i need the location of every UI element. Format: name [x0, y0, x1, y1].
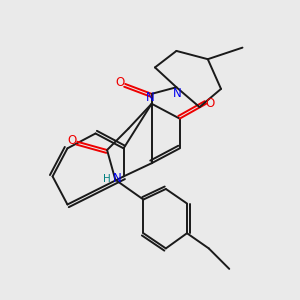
Text: N: N [172, 87, 182, 100]
Text: H: H [103, 174, 110, 184]
Text: N: N [113, 172, 122, 185]
Text: N: N [146, 91, 154, 104]
Text: O: O [115, 76, 124, 89]
Text: O: O [68, 134, 76, 147]
Text: O: O [205, 97, 214, 110]
